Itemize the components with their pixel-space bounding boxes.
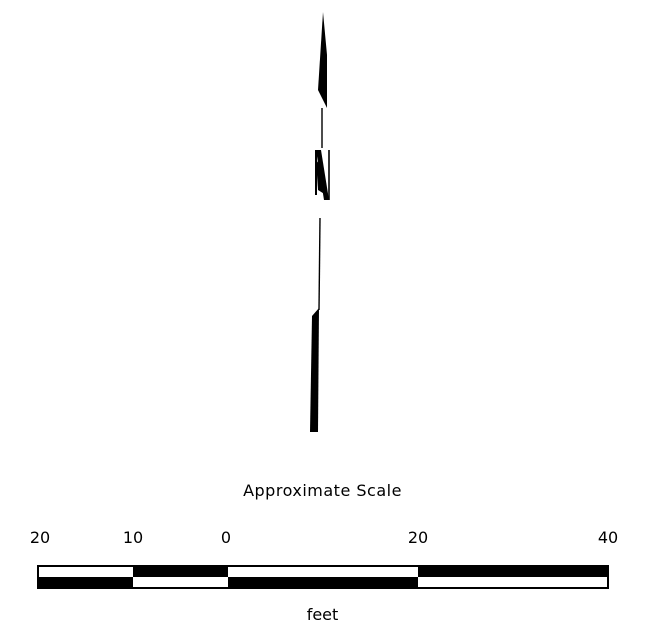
scale-segment-bottom <box>133 577 228 588</box>
scale-tick-label: 0 <box>220 528 232 547</box>
north-arrow-icon <box>310 12 330 432</box>
scale-title: Approximate Scale <box>243 481 402 500</box>
scale-segment-top <box>133 566 228 577</box>
scale-segment-top <box>38 566 133 577</box>
scale-segment-bottom <box>418 577 608 588</box>
scale-segment-bottom <box>228 577 418 588</box>
scale-tick-label: 40 <box>597 528 619 547</box>
scale-segment-bottom <box>38 577 133 588</box>
scale-segment-top <box>418 566 608 577</box>
arrow-head-upper <box>318 12 327 108</box>
north-letter-icon <box>315 150 330 200</box>
scale-tick-label: 20 <box>407 528 429 547</box>
scale-tick-label: 10 <box>122 528 144 547</box>
scale-unit-label: feet <box>306 605 339 624</box>
arrow-shaft-lower <box>318 217 321 311</box>
scale-tick-label: 20 <box>29 528 51 547</box>
scale-bar <box>37 565 609 589</box>
scale-bar-frame <box>37 565 609 589</box>
scale-segment-top <box>228 566 418 577</box>
arrow-tail-lower <box>310 308 319 432</box>
